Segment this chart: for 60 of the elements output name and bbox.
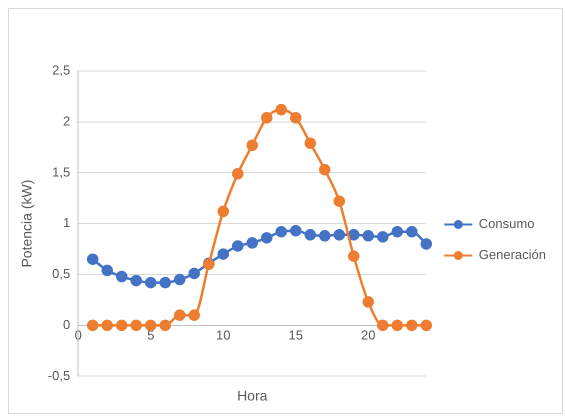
- y-tick-label: -0,5: [48, 368, 70, 383]
- point: [261, 232, 272, 244]
- point: [232, 240, 244, 252]
- point: [130, 320, 142, 332]
- point: [304, 137, 316, 149]
- point: [159, 320, 171, 332]
- point: [86, 253, 98, 265]
- point: [348, 229, 360, 241]
- point: [290, 224, 302, 236]
- point: [217, 248, 229, 260]
- legend-label: Generación: [478, 247, 546, 262]
- point: [334, 195, 346, 207]
- point: [420, 238, 432, 250]
- x-tick-label: 15: [288, 328, 303, 343]
- y-tick-label: 1,5: [52, 164, 70, 180]
- point: [246, 140, 258, 152]
- point: [348, 250, 360, 262]
- point: [290, 112, 302, 124]
- point: [362, 296, 374, 308]
- point: [101, 264, 113, 276]
- point: [86, 320, 98, 332]
- point: [144, 320, 156, 332]
- y-tick-label: 0,5: [52, 266, 70, 282]
- point: [261, 112, 272, 124]
- y-tick-label: 0: [62, 316, 70, 332]
- point: [188, 268, 200, 280]
- point: [130, 274, 142, 286]
- point: [159, 276, 171, 288]
- point: [144, 276, 156, 288]
- x-tick-label: 20: [361, 328, 376, 343]
- point: [116, 270, 128, 282]
- point: [217, 206, 229, 218]
- y-axis-title: Potencia (kW): [18, 180, 34, 268]
- point: [174, 274, 186, 286]
- x-axis-title: Hora: [237, 387, 268, 404]
- y-tick-label: 2: [62, 113, 70, 128]
- point: [334, 229, 346, 241]
- y-tick-label: 1: [62, 215, 70, 230]
- point: [304, 229, 316, 241]
- point: [276, 104, 288, 116]
- point: [377, 320, 389, 332]
- point: [406, 226, 418, 238]
- point: [362, 230, 374, 242]
- point: [276, 226, 288, 238]
- point: [392, 226, 404, 238]
- point: [319, 230, 331, 242]
- point: [116, 320, 128, 332]
- y-tick-label: 2,5: [52, 62, 70, 78]
- point: [392, 320, 404, 332]
- point: [188, 309, 200, 321]
- legend-label: Consumo: [478, 216, 534, 232]
- point: [377, 231, 389, 243]
- point: [101, 320, 113, 332]
- point: [174, 309, 186, 321]
- point: [319, 164, 331, 176]
- point: [406, 320, 418, 332]
- x-tick-label: 10: [216, 328, 230, 343]
- point: [246, 237, 258, 249]
- point: [232, 168, 244, 180]
- point: [420, 320, 432, 332]
